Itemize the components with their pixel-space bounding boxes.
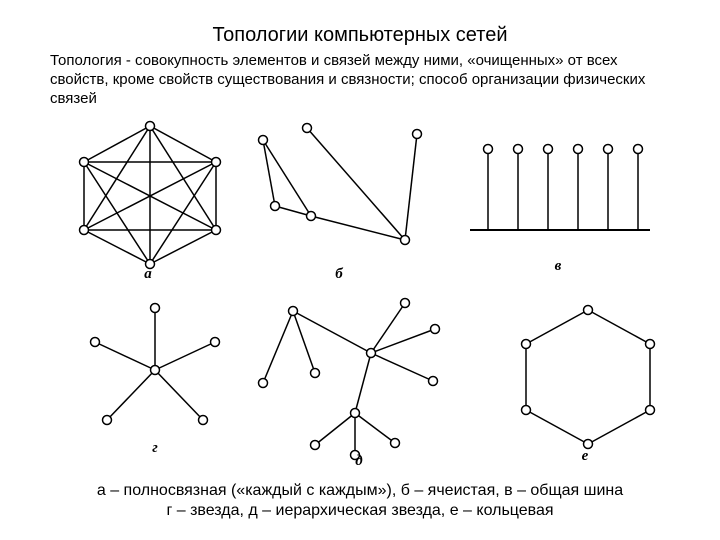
diagram-hier-star: д [255, 295, 475, 475]
diagram-full-mesh: а [70, 120, 230, 280]
svg-text:а: а [144, 266, 152, 282]
svg-text:в: в [555, 258, 562, 274]
diagram-star: г [85, 300, 235, 460]
svg-text:д: д [355, 453, 363, 469]
diagram-partial-mesh: б [255, 120, 435, 280]
definition-text: Топология - совокупность элементов и свя… [50, 52, 670, 108]
diagram-ring: е [510, 300, 670, 465]
caption-line-1: а – полносвязная («каждый с каждым»), б … [0, 482, 720, 500]
svg-text:г: г [152, 440, 158, 456]
page-title: Топологии компьютерных сетей [0, 24, 720, 47]
slide: Топологии компьютерных сетей Топология -… [0, 0, 720, 540]
svg-text:б: б [335, 266, 343, 282]
svg-text:е: е [582, 448, 589, 464]
diagram-bus: в [470, 135, 660, 275]
caption-line-2: г – звезда, д – иерархическая звезда, е … [0, 502, 720, 520]
